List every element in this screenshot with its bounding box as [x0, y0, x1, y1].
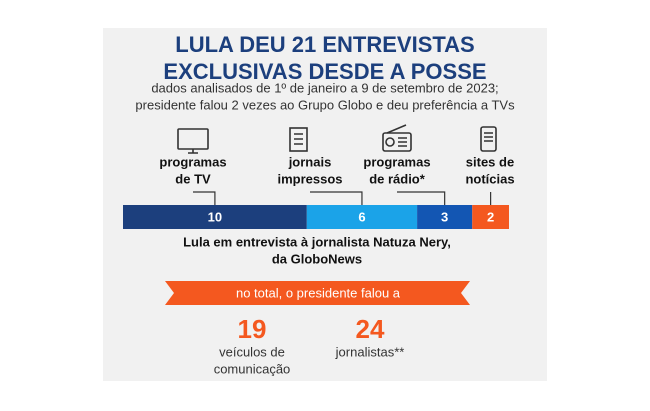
card	[103, 28, 547, 381]
banner	[165, 281, 470, 305]
subtitle: dados analisados de 1º de janeiro a 9 de…	[151, 80, 498, 95]
banner-text: no total, o presidente falou a	[236, 285, 401, 300]
title: LULA DEU 21 ENTREVISTAS	[175, 32, 474, 57]
stat-label: comunicação	[214, 361, 291, 376]
tv-stand	[188, 149, 198, 154]
bar-segment	[472, 205, 509, 229]
caption: Lula em entrevista à jornalista Natuza N…	[183, 234, 451, 249]
category-label: impressos	[277, 171, 342, 186]
bar-segment	[417, 205, 473, 229]
stat-value: 19	[238, 314, 267, 344]
phone-lines	[484, 132, 493, 142]
title: EXCLUSIVAS DESDE A POSSE	[163, 59, 486, 84]
newspaper-lines	[294, 133, 303, 145]
stat-label: veículos de	[219, 344, 285, 359]
value-label: 10	[208, 209, 222, 224]
value-label: 6	[358, 209, 365, 224]
category-label: sites de	[466, 154, 514, 169]
category-label: notícias	[465, 171, 514, 186]
category-label: de TV	[175, 171, 211, 186]
leader-line	[397, 191, 446, 205]
leader-line	[310, 191, 363, 205]
category-label: de rádio*	[369, 171, 426, 186]
stat-value: 24	[356, 314, 385, 344]
value-label: 2	[487, 209, 494, 224]
radio-icon	[382, 132, 412, 152]
phone-icon	[480, 126, 497, 152]
bar-segment	[123, 205, 307, 229]
radio-speaker	[385, 137, 395, 147]
subtitle: presidente falou 2 vezes ao Grupo Globo …	[135, 97, 515, 112]
category-label: programas	[363, 154, 430, 169]
leader-line	[193, 191, 216, 205]
bar-segment	[306, 205, 418, 229]
icons	[177, 124, 497, 154]
value-label: 3	[441, 209, 448, 224]
stat-label: jornalistas**	[335, 344, 405, 359]
category-label: programas	[159, 154, 226, 169]
radio-details	[386, 124, 407, 147]
category-label: jornais	[288, 154, 332, 169]
caption: da GloboNews	[272, 251, 362, 266]
newspaper-icon	[289, 127, 308, 152]
